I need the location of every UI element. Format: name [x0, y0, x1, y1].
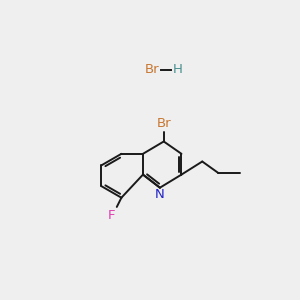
Text: N: N: [155, 188, 165, 201]
Text: Br: Br: [145, 63, 160, 76]
Text: H: H: [173, 63, 183, 76]
Text: Br: Br: [156, 116, 171, 130]
Text: F: F: [108, 209, 115, 222]
